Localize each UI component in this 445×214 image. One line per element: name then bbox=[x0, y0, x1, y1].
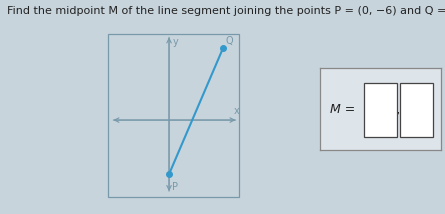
Text: ,: , bbox=[396, 102, 400, 116]
Text: y: y bbox=[173, 37, 178, 47]
Text: P: P bbox=[172, 182, 178, 192]
Text: M =: M = bbox=[330, 103, 355, 116]
FancyBboxPatch shape bbox=[364, 83, 397, 137]
Text: Find the midpoint M of the line segment joining the points P = (0, −6) and Q = (: Find the midpoint M of the line segment … bbox=[7, 6, 445, 16]
Text: Q: Q bbox=[226, 36, 234, 46]
FancyBboxPatch shape bbox=[400, 83, 433, 137]
Text: x: x bbox=[234, 106, 239, 116]
